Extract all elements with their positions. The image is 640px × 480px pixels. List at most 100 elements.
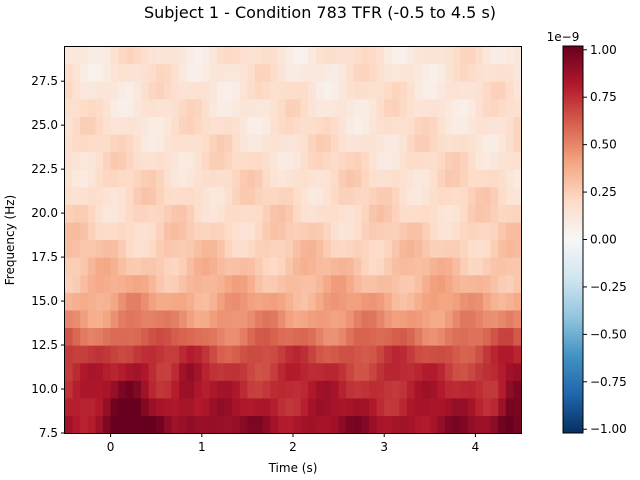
heatmap-cell (255, 81, 264, 100)
heatmap-cell (414, 46, 423, 65)
heatmap-cell (186, 327, 195, 346)
heatmap-cell (407, 133, 416, 153)
heatmap-cell (80, 81, 89, 100)
heatmap-cell (277, 98, 286, 117)
heatmap-cell (179, 397, 188, 417)
heatmap-cell (293, 292, 302, 311)
heatmap-cell (323, 309, 332, 329)
heatmap-cell (331, 257, 340, 276)
heatmap-cell (209, 345, 218, 364)
heatmap-cell (414, 397, 423, 417)
heatmap-cell (300, 116, 309, 135)
heatmap-cell (95, 204, 104, 223)
heatmap-cell (277, 292, 286, 311)
heatmap-cell (201, 151, 210, 170)
heatmap-cell (407, 98, 416, 117)
heatmap-cell (513, 116, 522, 135)
heatmap-cell (148, 257, 157, 276)
heatmap-cell (110, 81, 119, 100)
heatmap-cell (391, 151, 400, 170)
heatmap-cell (255, 362, 264, 381)
heatmap-cell (133, 380, 142, 399)
heatmap-cell (513, 309, 522, 329)
heatmap-cell (384, 274, 393, 293)
heatmap-cell (475, 362, 484, 381)
heatmap-cell (194, 98, 203, 117)
heatmap-cell (331, 345, 340, 364)
heatmap-cell (452, 362, 461, 381)
heatmap-cell (95, 292, 104, 311)
heatmap-cell (118, 151, 127, 170)
heatmap-cell (209, 81, 218, 100)
heatmap-cell (308, 274, 317, 293)
heatmap-cell (171, 397, 180, 417)
heatmap-cell (452, 116, 461, 135)
heatmap-cell (338, 309, 347, 329)
heatmap-cell (209, 415, 218, 434)
heatmap-cell (483, 116, 492, 135)
heatmap-cell (399, 274, 408, 293)
heatmap-cell (285, 133, 294, 153)
heatmap-cell (391, 292, 400, 311)
heatmap-cell (323, 186, 332, 205)
heatmap-cell (277, 151, 286, 170)
heatmap-cell (308, 46, 317, 65)
heatmap-cell (95, 151, 104, 170)
heatmap-cell (186, 116, 195, 135)
heatmap-cell (331, 415, 340, 434)
heatmap-cell (255, 380, 264, 399)
heatmap-cell (353, 345, 362, 364)
heatmap-cell (505, 204, 514, 223)
heatmap-cell (361, 169, 370, 188)
heatmap-cell (300, 98, 309, 117)
heatmap-cell (156, 169, 165, 188)
heatmap-cell (141, 98, 150, 117)
heatmap-cell (217, 309, 226, 329)
heatmap-cell (346, 204, 355, 223)
heatmap-cell (224, 415, 233, 434)
heatmap-cell (156, 81, 165, 100)
heatmap-cell (376, 169, 385, 188)
heatmap-cell (460, 151, 469, 170)
heatmap-cell (308, 204, 317, 223)
heatmap-cell (209, 327, 218, 346)
heatmap-cell (217, 81, 226, 100)
heatmap-cell (95, 46, 104, 65)
heatmap-cell (118, 397, 127, 417)
heatmap-cell (323, 239, 332, 258)
heatmap-cell (293, 63, 302, 82)
heatmap-cell (369, 81, 378, 100)
heatmap-cell (224, 186, 233, 205)
heatmap-cell (384, 46, 393, 65)
heatmap-cell (163, 169, 172, 188)
heatmap-cell (483, 397, 492, 417)
heatmap-cell (72, 327, 81, 346)
heatmap-cell (308, 81, 317, 100)
heatmap-cell (262, 292, 271, 311)
heatmap-cell (422, 81, 431, 100)
heatmap-cell (445, 345, 454, 364)
heatmap-cell (399, 327, 408, 346)
heatmap-cell (87, 274, 96, 293)
heatmap-cell (232, 98, 241, 117)
heatmap-cell (505, 397, 514, 417)
heatmap-cell (460, 186, 469, 205)
heatmap-cell (513, 415, 522, 434)
heatmap-cell (384, 309, 393, 329)
heatmap-cell (148, 397, 157, 417)
heatmap-cell (133, 46, 142, 65)
heatmap-cell (118, 63, 127, 82)
heatmap-cell (407, 415, 416, 434)
heatmap-cell (323, 327, 332, 346)
heatmap-cell (232, 186, 241, 205)
heatmap-cell (452, 397, 461, 417)
heatmap-cell (429, 309, 438, 329)
heatmap-cell (445, 380, 454, 399)
heatmap-cell (87, 63, 96, 82)
heatmap-cell (110, 397, 119, 417)
heatmap-cell (217, 345, 226, 364)
heatmap-cell (110, 274, 119, 293)
heatmap-cell (467, 274, 476, 293)
heatmap-cell (361, 239, 370, 258)
colorbar-tick-label: −0.25 (590, 280, 627, 294)
